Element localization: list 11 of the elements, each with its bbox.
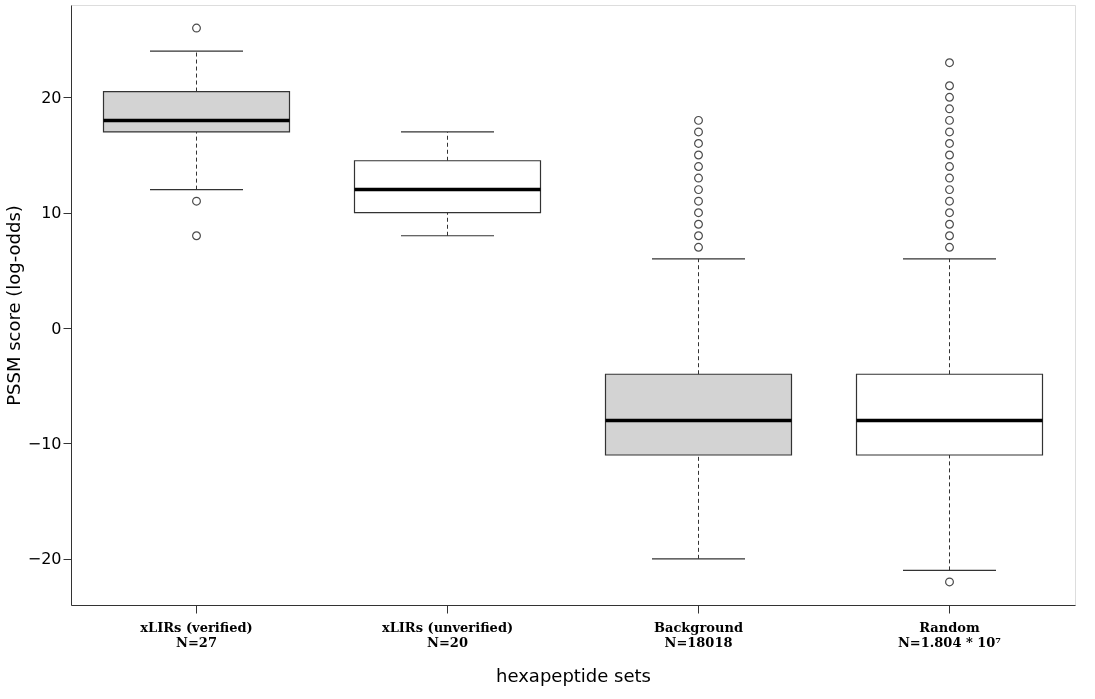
x-axis-title: hexapeptide sets — [496, 664, 651, 686]
y-axis-title: PSSM score (log-odds) — [2, 205, 24, 406]
y-tick-label: 0 — [51, 318, 62, 338]
y-tick-label: −20 — [27, 549, 62, 569]
x-tick-label: Background N=18018 — [654, 619, 743, 650]
x-tick-label: Random N=1.804 * 10⁷ — [897, 619, 1002, 650]
y-tick-label: 10 — [41, 203, 62, 223]
y-tick-label: 20 — [41, 87, 62, 107]
x-tick-label: xLIRs (unverified) N=20 — [381, 619, 514, 650]
x-tick-label: xLIRs (verified) N=27 — [140, 619, 253, 650]
y-tick-label: −10 — [27, 433, 62, 453]
